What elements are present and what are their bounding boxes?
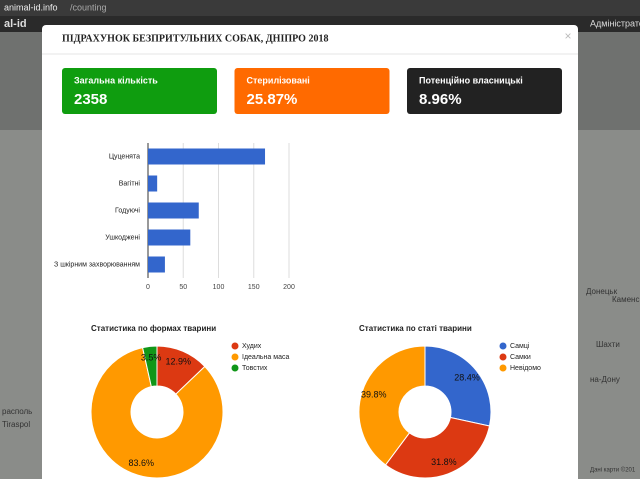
chart-title: Статистика по статі тварини (359, 324, 472, 333)
map-label: располь (2, 407, 32, 416)
stat-label: Загальна кількість (74, 75, 158, 85)
slice (358, 345, 426, 466)
bar (148, 175, 158, 192)
slice-label: 3.5% (141, 353, 162, 363)
modal-title: ПІДРАХУНОК БЕЗПРИТУЛЬНИХ СОБАК, ДНІПРО 2… (62, 33, 328, 44)
map-label: Донецьк (586, 287, 618, 296)
y-tick-label: Ушкоджені (105, 233, 140, 241)
stat-label: Потенційно власницькі (419, 75, 523, 85)
bar (148, 229, 191, 246)
map-label: Tiraspol (2, 420, 30, 429)
map-label: на-Дону (590, 375, 620, 384)
slice (384, 416, 491, 479)
legend-label: Товстих (242, 365, 268, 372)
x-tick-label: 150 (248, 284, 260, 291)
slice-label: 12.9% (166, 357, 192, 367)
stat-value: 2358 (74, 91, 107, 108)
legend-label: Худих (242, 343, 262, 350)
legend-swatch (499, 364, 507, 372)
legend-swatch (499, 353, 507, 361)
y-tick-label: З шкірним захворюванням (54, 260, 140, 268)
slice-label: 31.8% (431, 457, 457, 467)
stat-card (407, 68, 562, 114)
url-host: animal-id.info (4, 2, 58, 12)
slice (142, 345, 158, 388)
legend-swatch (499, 342, 507, 350)
slice (90, 346, 224, 479)
legend-label: Невідомо (510, 364, 541, 372)
y-tick-label: Цуценята (109, 153, 140, 160)
map-label: Шахти (596, 340, 620, 349)
stat-value: 8.96% (419, 91, 462, 108)
address-bar (0, 0, 640, 16)
y-tick-label: Вагітні (119, 179, 141, 187)
legend-label: Самки (510, 354, 531, 361)
slice-label: 39.8% (361, 389, 387, 399)
legend-label: Самці (510, 342, 530, 350)
user-menu[interactable]: Адміністратор (590, 18, 640, 28)
bar (148, 256, 165, 273)
x-tick-label: 0 (146, 284, 150, 291)
bar (148, 202, 199, 219)
slice (424, 345, 492, 427)
legend-swatch (231, 364, 239, 372)
legend-label: Ідеальна маса (242, 354, 289, 361)
x-tick-label: 100 (213, 284, 225, 291)
y-tick-label: Годуючі (115, 206, 140, 214)
legend-swatch (231, 353, 239, 361)
close-button[interactable]: × (564, 29, 571, 43)
map-attribution: Дані карти ©201 (590, 467, 636, 474)
map-label: Каменск (612, 295, 640, 304)
stat-card (234, 68, 390, 114)
slice-label: 83.6% (129, 458, 155, 468)
bar (148, 148, 266, 165)
x-tick-label: 50 (179, 284, 187, 291)
stat-label: Стерилізовані (247, 75, 310, 85)
stat-card (62, 68, 217, 114)
url-path: /counting (70, 2, 107, 12)
brand[interactable]: al-id (4, 18, 27, 30)
chart-title: Статистика по формах тварини (91, 324, 216, 333)
legend-swatch (231, 342, 239, 350)
stat-value: 25.87% (247, 91, 298, 108)
x-tick-label: 200 (283, 284, 295, 291)
slice-label: 28.4% (454, 372, 480, 382)
